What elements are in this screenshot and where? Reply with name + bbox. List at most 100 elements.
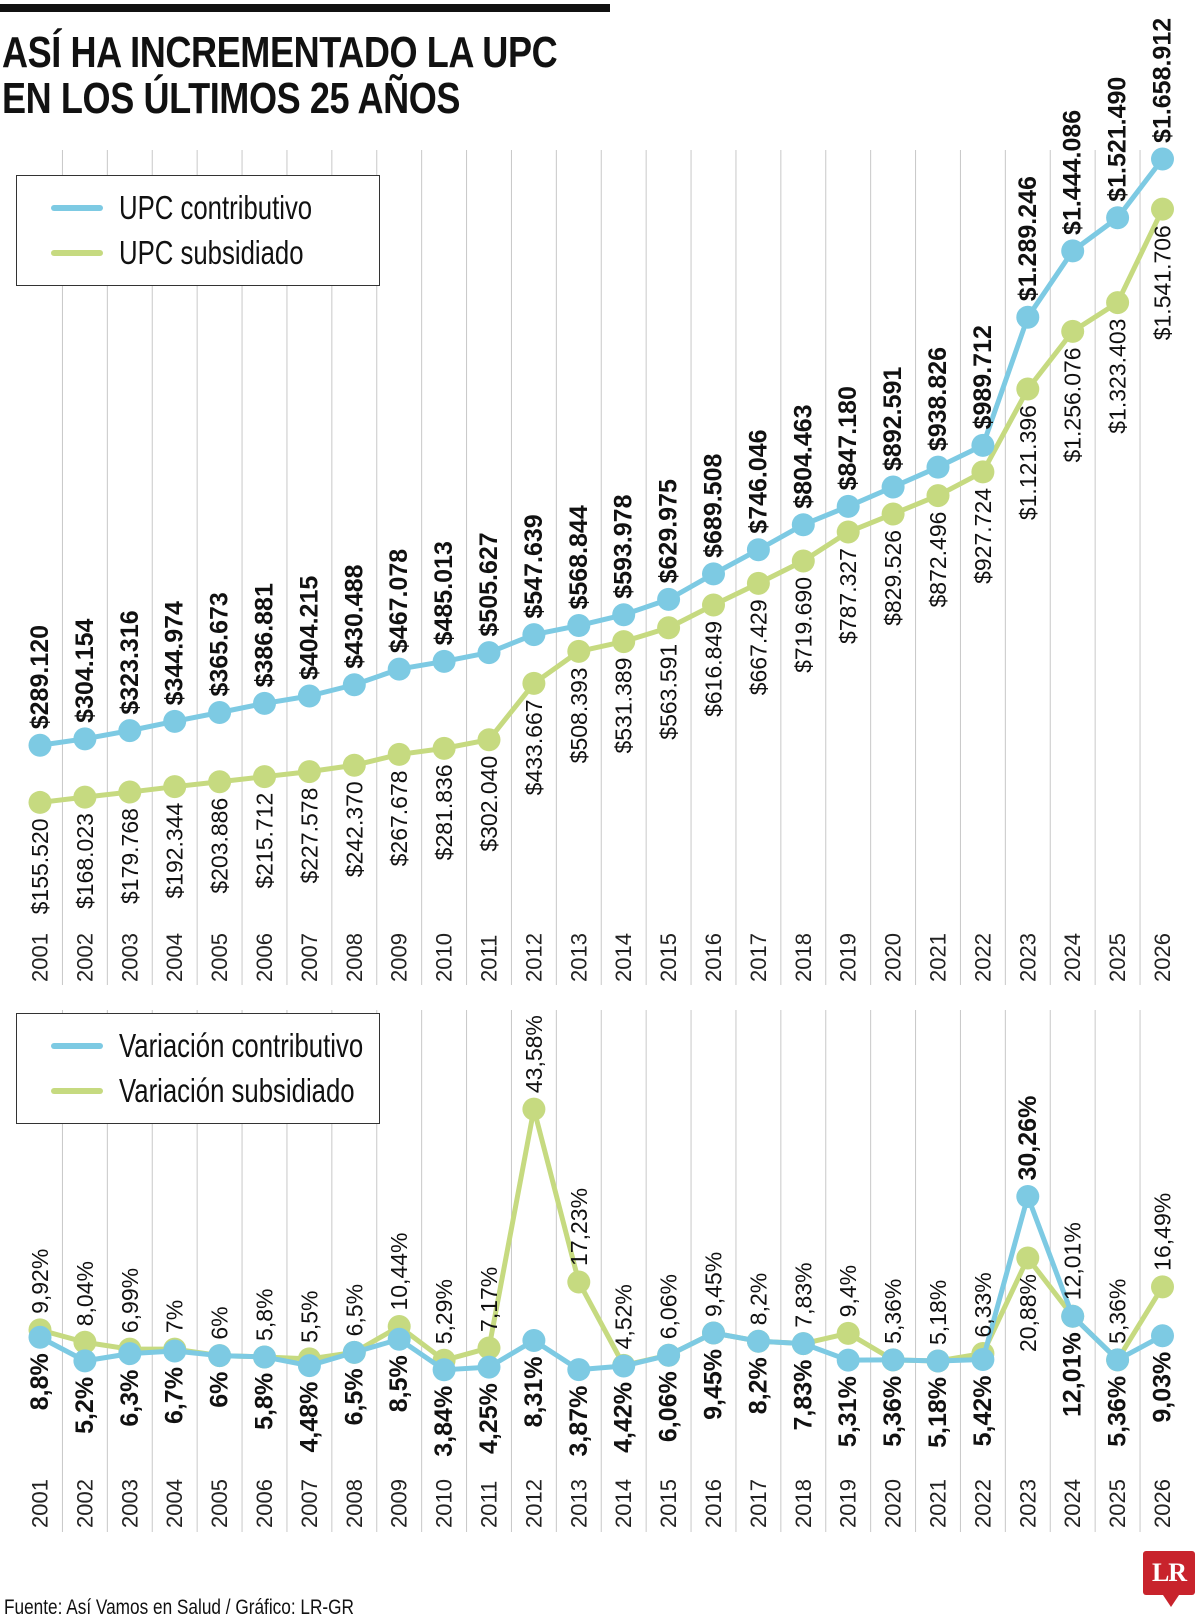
data-label-subsidiado: $168.023 xyxy=(72,813,98,909)
data-label-contributivo: 5,2% xyxy=(71,1377,99,1434)
data-label-contributivo: 8,8% xyxy=(26,1353,54,1410)
data-label-subsidiado: $616.849 xyxy=(701,621,727,717)
year-tick-label: 2024 xyxy=(1060,1479,1085,1528)
legend-swatch-contributivo xyxy=(51,1043,103,1049)
year-tick-label: 2016 xyxy=(701,1479,726,1528)
data-point-contributivo xyxy=(253,1345,276,1369)
data-point-contributivo xyxy=(163,1339,187,1363)
data-label-subsidiado: 17,23% xyxy=(566,1188,592,1266)
data-point-subsidiado xyxy=(657,616,681,640)
data-label-subsidiado: $242.370 xyxy=(341,781,367,877)
data-label-subsidiado: $1.121.396 xyxy=(1015,405,1041,520)
legend-item-contributivo: UPC contributivo xyxy=(51,188,367,228)
data-point-subsidiado xyxy=(1061,319,1085,343)
data-point-contributivo xyxy=(342,673,366,697)
data-label-contributivo: $689.508 xyxy=(700,454,728,558)
data-label-subsidiado: $155.520 xyxy=(27,818,53,914)
data-point-contributivo xyxy=(432,649,456,673)
data-point-contributivo xyxy=(208,700,232,724)
year-tick-label: 2004 xyxy=(162,1479,187,1528)
data-point-contributivo xyxy=(926,455,950,479)
data-label-subsidiado: 43,58% xyxy=(521,1015,547,1093)
data-label-contributivo: $505.627 xyxy=(475,532,503,636)
data-point-subsidiado xyxy=(208,770,232,794)
year-tick-label: 2022 xyxy=(970,1479,995,1528)
year-tick-label: 2007 xyxy=(297,933,322,982)
data-label-subsidiado: $179.768 xyxy=(117,808,143,904)
data-label-subsidiado: 7% xyxy=(162,1300,188,1333)
data-label-contributivo: 6,06% xyxy=(655,1371,683,1442)
data-label-subsidiado: 7,83% xyxy=(790,1262,816,1327)
data-label-subsidiado: 6,06% xyxy=(656,1274,682,1339)
legend-item-subsidiado: UPC subsidiado xyxy=(51,233,356,273)
data-label-contributivo: $938.826 xyxy=(924,347,952,451)
data-label-contributivo: $629.975 xyxy=(655,479,683,583)
data-point-subsidiado xyxy=(971,460,995,484)
data-label-contributivo: $1.289.246 xyxy=(1014,176,1042,301)
data-label-contributivo: $804.463 xyxy=(789,404,817,508)
year-tick-label: 2002 xyxy=(72,933,97,982)
data-point-contributivo xyxy=(387,657,411,681)
data-label-contributivo: 3,84% xyxy=(430,1386,458,1457)
data-point-contributivo xyxy=(702,562,725,586)
year-tick-label: 2019 xyxy=(836,933,861,982)
legend-label: Variación subsidiado xyxy=(119,1072,355,1109)
data-label-subsidiado: 10,44% xyxy=(386,1232,412,1310)
data-label-contributivo: 3,87% xyxy=(565,1386,593,1457)
data-label-contributivo: 9,03% xyxy=(1149,1352,1177,1423)
data-label-contributivo: 6,5% xyxy=(340,1368,368,1425)
year-tick-label: 2014 xyxy=(611,1479,636,1528)
year-tick-label: 2003 xyxy=(117,1479,142,1528)
data-label-subsidiado: $281.836 xyxy=(431,764,457,860)
data-label-contributivo: $547.639 xyxy=(520,514,548,618)
data-label-contributivo: $344.974 xyxy=(161,601,189,705)
data-point-subsidiado xyxy=(253,765,276,789)
year-tick-label: 2025 xyxy=(1105,1479,1130,1528)
data-label-subsidiado: $1.541.706 xyxy=(1150,225,1176,340)
data-point-subsidiado xyxy=(297,760,321,784)
data-point-subsidiado xyxy=(387,742,411,766)
data-label-subsidiado: $531.389 xyxy=(611,658,637,754)
data-point-contributivo xyxy=(1061,239,1085,263)
year-tick-label: 2016 xyxy=(701,933,726,982)
year-tick-label: 2015 xyxy=(656,933,681,982)
data-label-contributivo: $485.013 xyxy=(430,541,458,645)
data-point-contributivo xyxy=(1106,1348,1130,1372)
data-point-contributivo xyxy=(1151,1324,1174,1348)
chart-upc: 2001 2002 2003 2004 2005 2006 2007 2008 2009 2010… xyxy=(26,18,1177,985)
data-label-contributivo: $404.215 xyxy=(295,576,323,680)
data-label-subsidiado: 20,88% xyxy=(1015,1274,1041,1352)
data-label-subsidiado: 6,5% xyxy=(341,1284,367,1336)
data-point-contributivo xyxy=(73,727,97,751)
data-label-contributivo: 5,31% xyxy=(834,1376,862,1447)
data-point-subsidiado xyxy=(881,502,905,526)
data-label-subsidiado: 7,17% xyxy=(476,1267,502,1332)
year-tick-label: 2011 xyxy=(477,935,502,982)
data-point-contributivo xyxy=(702,1321,725,1345)
data-label-subsidiado: $667.429 xyxy=(745,599,771,695)
year-tick-label: 2009 xyxy=(387,933,412,982)
year-tick-label: 2019 xyxy=(836,1479,861,1528)
data-point-contributivo xyxy=(477,641,501,665)
data-label-subsidiado: 5,36% xyxy=(1105,1279,1131,1344)
data-point-subsidiado xyxy=(1106,291,1130,315)
data-point-subsidiado xyxy=(477,728,501,752)
data-point-subsidiado xyxy=(1016,1246,1040,1270)
data-point-subsidiado xyxy=(1151,197,1174,221)
data-point-contributivo xyxy=(432,1358,456,1382)
data-label-contributivo: $568.844 xyxy=(565,505,593,609)
data-point-contributivo xyxy=(1016,1184,1040,1208)
year-tick-label: 2020 xyxy=(881,933,906,982)
data-label-subsidiado: $215.712 xyxy=(252,793,278,889)
data-point-subsidiado xyxy=(791,549,815,573)
data-label-contributivo: 30,26% xyxy=(1014,1096,1042,1181)
data-point-contributivo xyxy=(746,538,770,562)
data-point-contributivo xyxy=(657,1343,681,1367)
year-tick-label: 2023 xyxy=(1015,1479,1040,1528)
chart-variacion: 2001 2002 2003 2004 2005 2006 2007 2008 2009 2010… xyxy=(26,1010,1177,1532)
data-label-subsidiado: $829.526 xyxy=(880,530,906,626)
data-point-contributivo xyxy=(208,1344,232,1368)
data-point-subsidiado xyxy=(926,484,950,508)
legend-variacion: Variación contributivo Variación subsidi… xyxy=(16,1013,380,1124)
